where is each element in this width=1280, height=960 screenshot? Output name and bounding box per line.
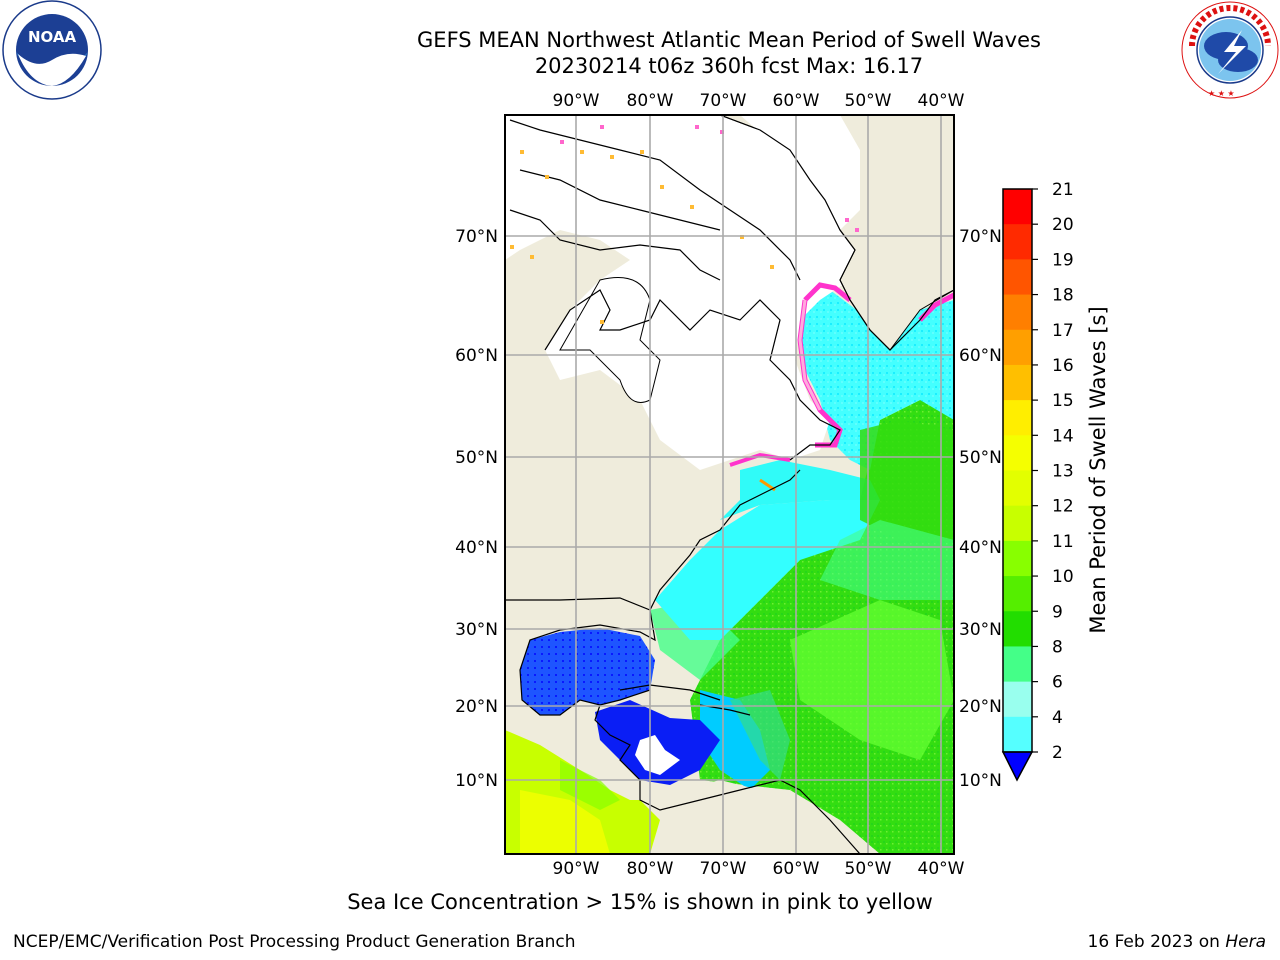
colorbar-tick-label: 9	[1052, 602, 1063, 622]
lat-label-left: 20°N	[455, 697, 498, 717]
lon-label-top: 80°W	[627, 91, 674, 111]
map-gridlines	[505, 115, 954, 854]
chart-subtitle: 20230214 t06z 360h fcst Max: 16.17	[534, 54, 924, 78]
colorbar-tick-label: 13	[1052, 462, 1074, 482]
colorbar-segment	[1003, 364, 1032, 401]
colorbar-tick-label: 2	[1052, 743, 1063, 763]
lat-label-right: 40°N	[959, 538, 1002, 558]
colorbar-tick-label: 15	[1052, 391, 1074, 411]
map-frame	[504, 114, 955, 855]
map-area	[505, 115, 954, 854]
lon-label-top: 70°W	[700, 91, 747, 111]
ocean-cyan	[655, 500, 880, 640]
colorbar-tick-label: 12	[1052, 497, 1074, 517]
footer-date: 16 Feb 2023 on Hera	[1088, 932, 1266, 952]
colorbar-segment	[1003, 294, 1032, 331]
colorbar-segment	[1003, 189, 1032, 225]
sea-ice-caption: Sea Ice Concentration > 15% is shown in …	[347, 890, 933, 914]
colorbar-segment	[1003, 435, 1032, 471]
colorbar-tick-label: 20	[1052, 215, 1074, 235]
colorbar-tick-label: 19	[1052, 250, 1074, 270]
colorbar-tick-label: 16	[1052, 356, 1074, 376]
colorbar-extend-arrow	[1001, 751, 1034, 782]
lat-label-left: 40°N	[455, 538, 498, 558]
lat-label-right: 70°N	[959, 227, 1002, 247]
lat-label-left: 60°N	[455, 346, 498, 366]
colorbar-tick-label: 17	[1052, 321, 1074, 341]
lon-label-bottom: 90°W	[553, 859, 600, 879]
colorbar-segment	[1003, 611, 1032, 647]
lat-label-right: 60°N	[959, 346, 1002, 366]
colorbar-segment	[1003, 400, 1032, 436]
lon-label-bottom: 40°W	[918, 859, 965, 879]
lon-label-bottom: 70°W	[700, 859, 747, 879]
colorbar-tick-label: 18	[1052, 286, 1074, 306]
lon-label-bottom: 60°W	[773, 859, 820, 879]
lon-label-top: 90°W	[553, 91, 600, 111]
colorbar-tick-label: 21	[1052, 180, 1074, 200]
colorbar-segment	[1003, 576, 1032, 612]
lon-label-bottom: 50°W	[845, 859, 892, 879]
lat-label-right: 10°N	[959, 771, 1002, 791]
colorbar-tick-label: 4	[1052, 708, 1063, 728]
colorbar-segment	[1003, 646, 1032, 683]
lat-label-left: 50°N	[455, 448, 498, 468]
lat-label-left: 30°N	[455, 620, 498, 640]
footer-host: Hera	[1225, 932, 1266, 952]
lat-label-left: 10°N	[455, 771, 498, 791]
colorbar-ticks: 21 20 19 18 17 16 15 14 13 12 11 10 9 8 6 4 2	[1032, 180, 1074, 763]
colorbar	[1003, 189, 1032, 753]
colorbar-segment	[1003, 470, 1032, 507]
colorbar-segment	[1003, 329, 1032, 366]
colorbar-segment	[1003, 224, 1032, 260]
colorbar-tick-label: 8	[1052, 637, 1063, 657]
colorbar-segment	[1003, 505, 1032, 542]
lon-label-top: 40°W	[918, 91, 965, 111]
colorbar-tick-label: 10	[1052, 567, 1074, 587]
colorbar-tick-label: 11	[1052, 532, 1074, 552]
footer-date-text: 16 Feb 2023 on	[1087, 932, 1226, 952]
colorbar-segment	[1003, 259, 1032, 296]
lat-label-right: 30°N	[959, 620, 1002, 640]
noaa-logo: NOAA	[2, 0, 102, 100]
footer-credit: NCEP/EMC/Verification Post Processing Pr…	[13, 932, 576, 952]
lon-label-bottom: 80°W	[627, 859, 674, 879]
lon-label-top: 60°W	[773, 91, 820, 111]
lat-label-left: 70°N	[455, 227, 498, 247]
lon-label-top: 50°W	[845, 91, 892, 111]
noaa-logo-text: NOAA	[28, 28, 77, 46]
nws-logo: ★ ★ ★	[1181, 1, 1279, 99]
lat-label-right: 20°N	[959, 697, 1002, 717]
chart-title: GEFS MEAN Northwest Atlantic Mean Period…	[417, 28, 1041, 52]
colorbar-tick-label: 6	[1052, 673, 1063, 693]
svg-text:★ ★ ★: ★ ★ ★	[1208, 89, 1235, 98]
lat-label-right: 50°N	[959, 448, 1002, 468]
colorbar-segment	[1003, 716, 1032, 753]
colorbar-segment	[1003, 540, 1032, 577]
colorbar-tick-label: 14	[1052, 426, 1074, 446]
colorbar-label: Mean Period of Swell Waves [s]	[1086, 306, 1110, 633]
colorbar-segment	[1003, 681, 1032, 718]
